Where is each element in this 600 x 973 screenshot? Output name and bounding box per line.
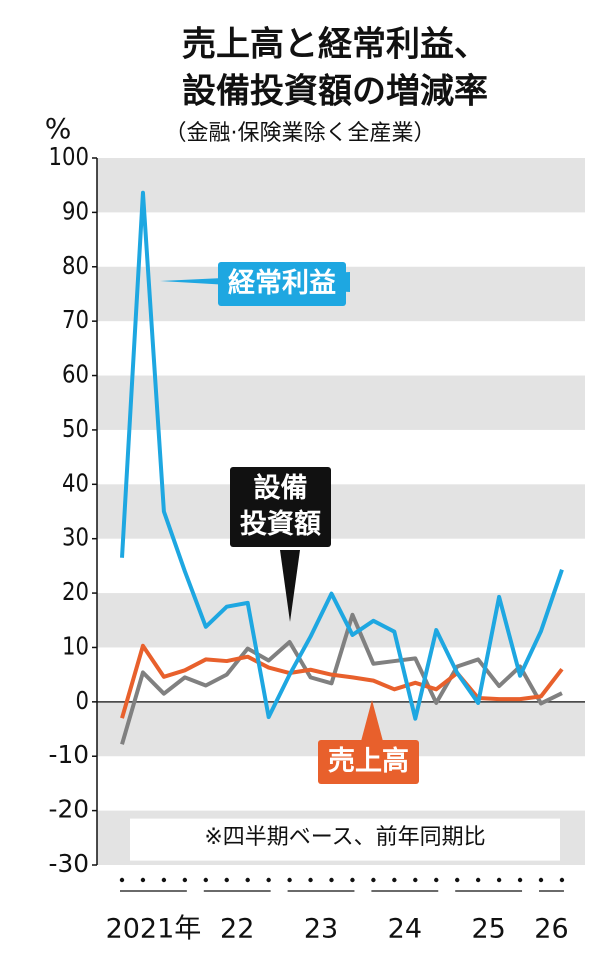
x-tick-dot — [517, 877, 523, 883]
x-tick-dot — [413, 877, 418, 883]
x-tick-dot — [287, 877, 292, 883]
y-tick-label: 0 — [76, 686, 90, 715]
y-tick-label: 30 — [62, 523, 89, 552]
note-box — [130, 818, 560, 861]
x-tick-dot — [161, 877, 167, 883]
series-line — [120, 643, 564, 719]
label-pointer — [360, 700, 384, 745]
series-line — [120, 612, 563, 745]
x-tick-label: 23 — [304, 914, 338, 945]
x-tick-label: 25 — [471, 914, 505, 945]
x-tick-dot — [140, 877, 146, 883]
grid-band — [97, 484, 585, 539]
x-tick-dot — [224, 877, 229, 883]
x-tick-dot — [455, 877, 460, 883]
y-tick-label: -10 — [49, 740, 90, 769]
series-line — [120, 190, 564, 721]
grid-band — [97, 375, 585, 430]
y-tick-label: 60 — [62, 360, 89, 389]
x-tick-label: 24 — [388, 914, 422, 945]
x-tick-label: 26 — [534, 914, 568, 945]
x-tick-dot — [329, 877, 334, 883]
y-tick-label: 90 — [62, 196, 89, 225]
x-tick-dot — [371, 877, 376, 883]
x-tick-dot — [350, 877, 355, 883]
series-label: 売上高 — [318, 740, 419, 784]
x-tick-dot — [538, 877, 544, 883]
grid-band — [97, 158, 585, 213]
chart-title: 売上高と経常利益、 — [182, 25, 488, 65]
x-tick-dot — [245, 877, 250, 883]
y-tick-label: -20 — [49, 795, 90, 824]
x-tick-dot — [496, 877, 502, 883]
y-tick-label: 80 — [62, 251, 89, 280]
y-tick-label: 20 — [62, 577, 89, 606]
y-tick-label: 70 — [62, 305, 89, 334]
x-tick-dot — [119, 877, 125, 883]
y-tick-label: 40 — [62, 468, 89, 497]
chart-title: 設備投資額の増減率 — [182, 72, 488, 112]
x-tick-dot — [559, 877, 565, 883]
note: ※四半期ベース、前年同期比 — [204, 825, 485, 850]
series-label: 経常利益 — [218, 262, 346, 306]
x-tick-dot — [266, 877, 271, 883]
x-tick-dot — [308, 877, 313, 883]
y-tick-label: 10 — [62, 631, 89, 660]
x-tick-dot — [203, 877, 208, 883]
y-tick-label: -30 — [49, 849, 90, 878]
x-tick-dot — [182, 877, 188, 883]
x-tick-dot — [475, 877, 481, 883]
y-tick-label: 100 — [49, 142, 90, 171]
x-tick-dot — [434, 877, 439, 883]
series-label: 設備 投資額 — [230, 467, 331, 547]
y-tick-label: 50 — [62, 414, 89, 443]
x-tick-label: 22 — [220, 914, 254, 945]
label-pointer — [280, 550, 300, 622]
chart-subtitle: （金融·保険業除く全産業） — [165, 121, 436, 146]
y-unit: % — [45, 112, 72, 145]
x-tick-dot — [392, 877, 397, 883]
x-tick-label: 2021年 — [106, 914, 202, 945]
